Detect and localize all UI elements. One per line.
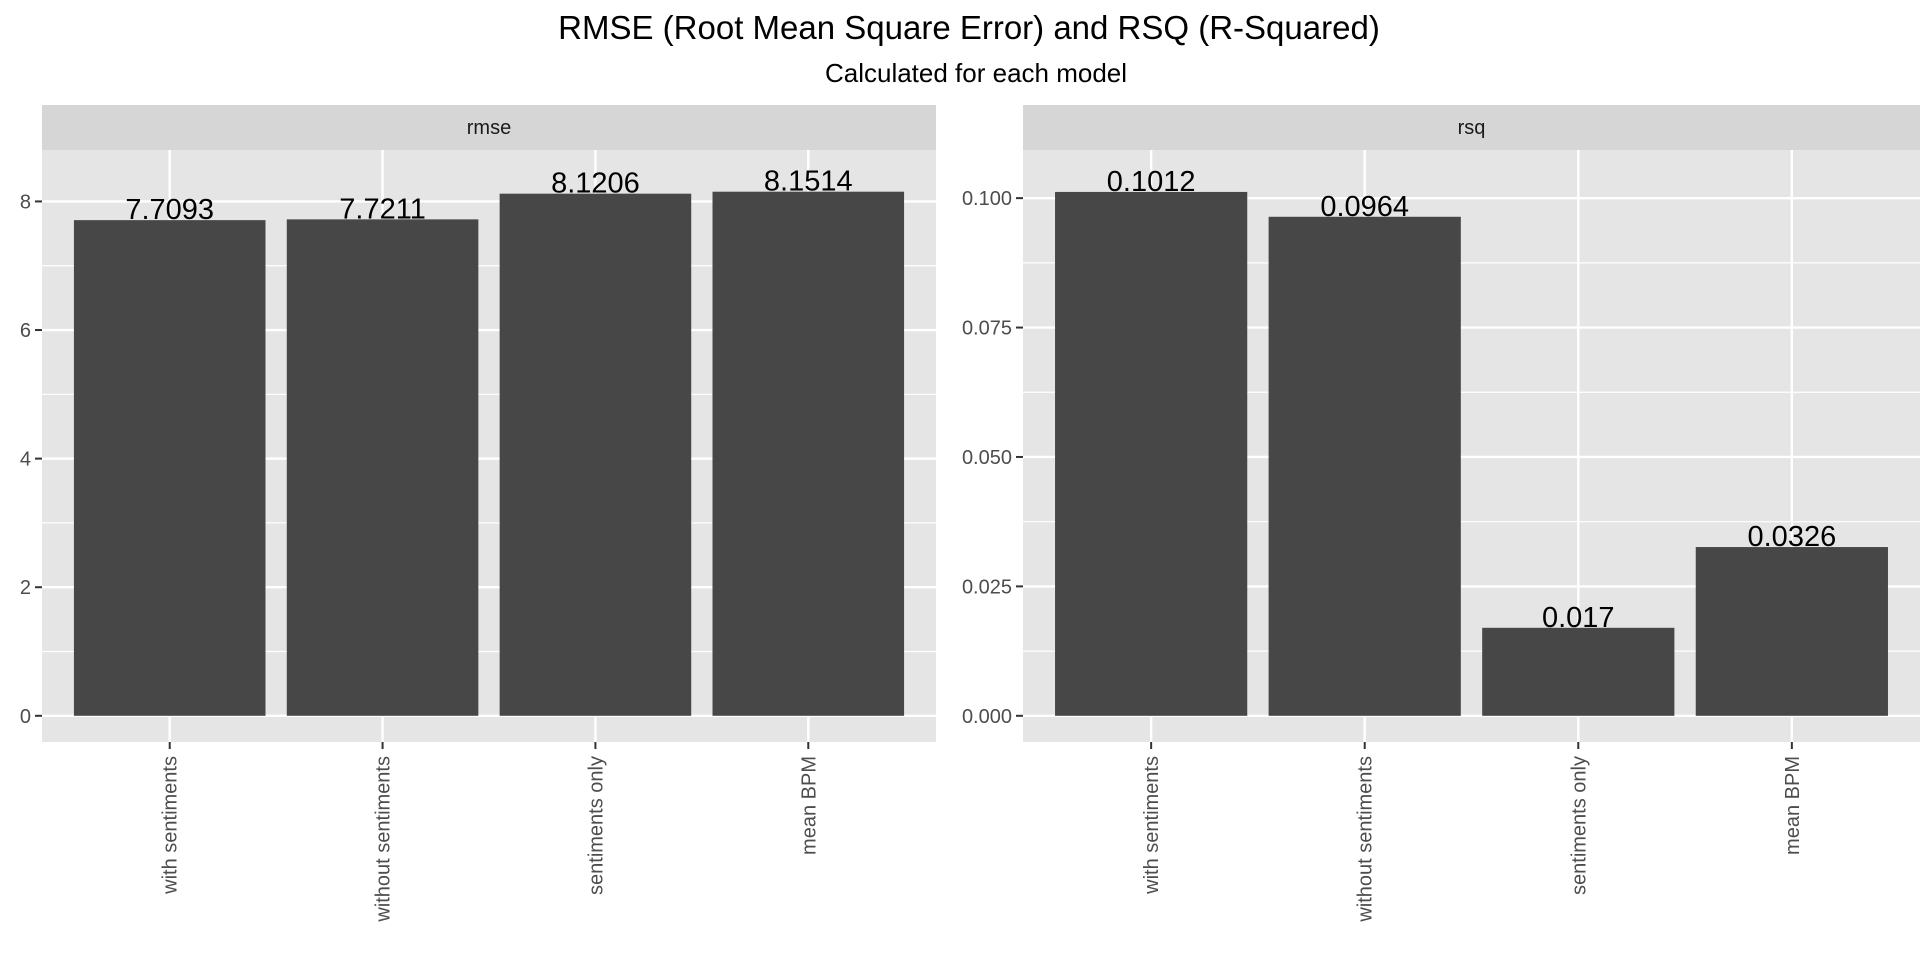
y-tick-label: 0.100 bbox=[962, 188, 1012, 210]
bar-value-label: 0.0964 bbox=[1320, 191, 1409, 223]
bar-value-label: 8.1206 bbox=[551, 168, 640, 200]
x-tick-label: sentiments only bbox=[1568, 756, 1590, 895]
x-tick-label: sentiments only bbox=[585, 756, 607, 895]
bar bbox=[287, 219, 479, 715]
chart-subtitle: Calculated for each model bbox=[825, 58, 1127, 88]
bar-value-label: 8.1514 bbox=[764, 166, 853, 198]
y-tick-label: 0.025 bbox=[962, 576, 1012, 598]
bar bbox=[1269, 217, 1461, 716]
x-tick-label: with sentiments bbox=[160, 756, 182, 895]
bar bbox=[713, 192, 905, 716]
y-tick-label: 0.075 bbox=[962, 318, 1012, 340]
bar-value-label: 7.7093 bbox=[125, 194, 214, 226]
x-tick-label: without sentiments bbox=[1355, 756, 1377, 923]
bar bbox=[1696, 547, 1888, 716]
bar bbox=[1055, 192, 1247, 716]
bar-value-label: 0.1012 bbox=[1107, 166, 1196, 198]
bar-value-label: 0.0326 bbox=[1748, 521, 1837, 553]
y-tick-label: 8 bbox=[20, 191, 31, 213]
y-tick-label: 2 bbox=[20, 577, 31, 599]
chart-title: RMSE (Root Mean Square Error) and RSQ (R… bbox=[558, 9, 1380, 46]
facet-strip-label: rmse bbox=[467, 117, 511, 139]
y-tick-label: 4 bbox=[20, 449, 31, 471]
x-tick-label: mean BPM bbox=[798, 756, 820, 855]
facet-strip-label: rsq bbox=[1458, 117, 1486, 139]
bar-value-label: 7.7211 bbox=[339, 193, 426, 225]
x-tick-label: with sentiments bbox=[1141, 756, 1163, 895]
x-tick-label: without sentiments bbox=[373, 756, 395, 923]
bar bbox=[1482, 628, 1674, 716]
bar bbox=[500, 194, 692, 716]
bar bbox=[74, 220, 266, 716]
bar-value-label: 0.017 bbox=[1542, 602, 1615, 634]
x-tick-label: mean BPM bbox=[1782, 756, 1804, 855]
y-tick-label: 0 bbox=[20, 706, 31, 728]
y-tick-label: 0.050 bbox=[962, 447, 1012, 469]
y-tick-label: 0.000 bbox=[962, 706, 1012, 728]
y-tick-label: 6 bbox=[20, 320, 31, 342]
